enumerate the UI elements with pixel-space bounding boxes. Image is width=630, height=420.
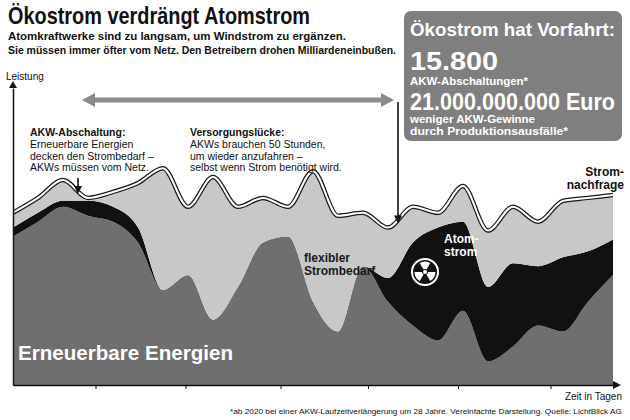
series-label: flexiblerStrombedarf bbox=[304, 251, 376, 278]
axis-line bbox=[13, 89, 15, 386]
tick bbox=[281, 385, 282, 389]
infobox-line: weniger AKW-Gewinne bbox=[409, 113, 535, 125]
tick bbox=[368, 385, 369, 389]
line-outline-3 bbox=[13, 168, 613, 230]
annotation-title: AKW-Abschaltung: bbox=[30, 126, 125, 138]
radiation-center bbox=[423, 270, 427, 274]
annotation-text: Erneuerbare Energien bbox=[30, 138, 133, 150]
radiation-ring bbox=[412, 259, 438, 285]
radiation-blade bbox=[420, 262, 431, 270]
x-axis-arrow bbox=[613, 381, 621, 389]
footnote: *ab 2020 bei einer AKW-Laufzeitverlänger… bbox=[230, 407, 622, 416]
annotation-text: decken den Strombedarf – bbox=[30, 150, 154, 162]
infobox-line: 15.800 bbox=[410, 46, 498, 76]
tick-mark bbox=[186, 385, 187, 389]
span-arrowhead bbox=[381, 93, 394, 107]
radiation-blade bbox=[415, 272, 424, 281]
annotation-arrowhead bbox=[74, 186, 82, 194]
tick-mark bbox=[458, 385, 459, 389]
series-label-line: Erneuerbare Energien bbox=[18, 341, 233, 364]
tick-mark bbox=[551, 385, 552, 389]
y-axis bbox=[13, 89, 14, 386]
chart-svg: Ökostrom verdrängt AtomstromAtomkraftwer… bbox=[0, 0, 630, 420]
tick-mark bbox=[281, 385, 282, 389]
axis-line bbox=[14, 385, 614, 387]
infobox-heading: Ökostrom hat Vorfahrt: bbox=[410, 19, 615, 40]
series-label: Erneuerbare Energien bbox=[18, 341, 233, 364]
y-axis-title: Leistung bbox=[6, 71, 44, 82]
area-series-2 bbox=[13, 168, 613, 331]
tick bbox=[458, 385, 459, 389]
radiation-icon bbox=[412, 259, 438, 285]
infobox-frame bbox=[403, 10, 623, 142]
tick-mark bbox=[368, 385, 369, 389]
background bbox=[0, 0, 630, 420]
subtitle: Atomkraftwerke sind zu langsam, um Winds… bbox=[8, 30, 346, 42]
annotation-arrow bbox=[77, 178, 79, 187]
tick bbox=[96, 385, 97, 389]
infobox-line: durch Produktionsausfälle* bbox=[410, 125, 569, 137]
line-series-3 bbox=[13, 168, 613, 230]
annotation-arrowhead bbox=[394, 216, 402, 224]
annotation-text: AKWs müssen vom Netz. bbox=[30, 161, 149, 173]
y-axis-arrow bbox=[9, 81, 17, 88]
title: Ökostrom verdrängt Atomstrom bbox=[8, 2, 310, 29]
tick-mark bbox=[96, 385, 97, 389]
annotation-text: um wieder anzufahren – bbox=[190, 150, 303, 162]
span-arrow bbox=[92, 98, 384, 103]
series-label-line: Atom- bbox=[444, 232, 479, 246]
annotation-arrow bbox=[397, 102, 399, 217]
series-label-line: nachfrage bbox=[567, 178, 625, 192]
series-label-line: Strombedarf bbox=[304, 264, 376, 278]
annotation-text: AKWs brauchen 50 Stunden, bbox=[190, 138, 325, 150]
chart-container: Ökostrom verdrängt AtomstromAtomkraftwer… bbox=[0, 0, 630, 420]
tick bbox=[186, 385, 187, 389]
series-label: Atom-strom bbox=[444, 232, 479, 259]
series-label-line: strom bbox=[444, 245, 477, 259]
annotation-text: selbst wenn Strom benötigt wird. bbox=[190, 161, 342, 173]
series-label-line: flexibler bbox=[304, 251, 350, 265]
span-arrowhead bbox=[82, 93, 95, 107]
x-axis bbox=[14, 385, 614, 389]
x-axis-title: Zeit in Tagen bbox=[565, 391, 622, 402]
plot-area bbox=[13, 168, 613, 385]
annotation-title: Versorgungslücke: bbox=[190, 126, 285, 138]
series-label: Strom-nachfrage bbox=[567, 165, 625, 192]
series-label-line: Strom- bbox=[585, 165, 624, 179]
subtitle: Sie müssen immer öfter vom Netz. Den Bet… bbox=[8, 44, 396, 56]
infobox-line: 21.000.000.000 Euro bbox=[410, 88, 615, 115]
tick bbox=[551, 385, 552, 389]
radiation-blade bbox=[427, 272, 436, 281]
infobox-line: AKW-Abschaltungen* bbox=[410, 75, 529, 87]
